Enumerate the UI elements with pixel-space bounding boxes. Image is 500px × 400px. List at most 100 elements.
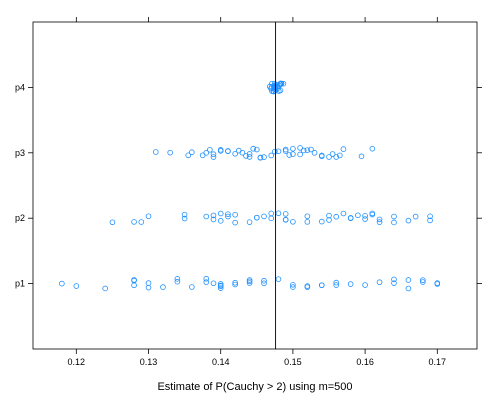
data-point [253, 146, 260, 153]
data-point [333, 279, 340, 286]
data-point [257, 154, 264, 161]
x-tick-label: 0.17 [429, 357, 447, 367]
data-point [286, 152, 293, 158]
data-point [282, 211, 289, 217]
data-point [246, 278, 253, 285]
data-point [261, 213, 267, 220]
data-point [391, 219, 397, 226]
data-point [405, 217, 412, 224]
data-point [278, 80, 284, 87]
data-point [369, 210, 376, 217]
data-point [246, 219, 253, 225]
data-point [362, 216, 368, 222]
data-point [290, 146, 296, 152]
data-point [59, 280, 65, 287]
data-point [333, 213, 340, 220]
data-point [337, 152, 343, 159]
data-point [362, 282, 368, 288]
data-point [308, 146, 314, 153]
data-point [304, 147, 311, 153]
data-point [217, 147, 224, 153]
data-point [232, 281, 238, 288]
data-point [131, 277, 137, 283]
data-point [225, 148, 231, 155]
data-point [232, 211, 238, 218]
data-point [362, 213, 368, 219]
data-point [304, 213, 311, 220]
data-point [340, 210, 347, 217]
data-point [304, 283, 311, 289]
data-point [145, 280, 152, 286]
data-point [160, 284, 166, 290]
data-point [131, 282, 137, 289]
data-point [376, 216, 383, 223]
data-point [333, 154, 340, 160]
data-point [246, 280, 253, 286]
data-point [297, 151, 303, 158]
y-tick-label: p2 [15, 213, 25, 223]
data-point [290, 151, 296, 157]
data-point [217, 281, 224, 287]
data-point [376, 219, 383, 225]
data-point [145, 284, 152, 291]
data-point [210, 280, 217, 287]
data-point [174, 278, 181, 285]
data-point [181, 211, 188, 218]
data-point [369, 145, 376, 152]
data-point [326, 212, 332, 219]
data-point [275, 276, 282, 282]
y-tick-label: p3 [15, 148, 25, 158]
data-point [217, 218, 224, 224]
y-tick-label: p4 [15, 82, 25, 92]
data-point [282, 216, 289, 223]
data-point [102, 285, 108, 292]
data-point [203, 275, 210, 282]
x-tick-label: 0.14 [212, 357, 230, 367]
data-point [405, 285, 412, 292]
data-point [391, 280, 397, 286]
data-point [391, 213, 397, 220]
data-point [275, 148, 282, 155]
data-point [290, 284, 296, 290]
data-points [59, 80, 441, 292]
data-point [318, 153, 325, 160]
data-point [217, 285, 224, 291]
data-point [109, 219, 116, 226]
x-tick-label: 0.15 [284, 357, 302, 367]
right-ticks [477, 87, 482, 285]
data-point [266, 83, 273, 90]
data-point [225, 213, 231, 220]
data-point [347, 215, 354, 221]
data-point [280, 80, 287, 87]
data-point [340, 146, 347, 152]
data-point [261, 280, 267, 287]
data-point [217, 210, 224, 217]
data-point [203, 279, 210, 285]
data-point [271, 80, 278, 87]
data-point [181, 215, 188, 222]
data-point [318, 218, 325, 225]
data-point [246, 151, 253, 157]
data-point [434, 280, 441, 286]
data-point [239, 149, 246, 156]
x-tick-label: 0.13 [140, 357, 158, 367]
data-point [203, 213, 210, 220]
data-point [358, 153, 365, 160]
data-point [405, 277, 412, 283]
y-tick-label: p1 [15, 279, 25, 289]
plot-frame [32, 21, 478, 350]
data-point [304, 219, 311, 225]
data-point [225, 211, 231, 217]
data-point [326, 154, 332, 160]
data-point [131, 219, 137, 225]
data-point [300, 147, 307, 154]
data-point [275, 210, 282, 217]
data-point [427, 217, 433, 224]
data-point [420, 279, 426, 285]
data-point [391, 276, 397, 283]
data-point [189, 284, 195, 290]
data-point [185, 152, 192, 159]
data-point [290, 219, 296, 225]
data-point [253, 214, 260, 221]
data-point [189, 149, 195, 156]
